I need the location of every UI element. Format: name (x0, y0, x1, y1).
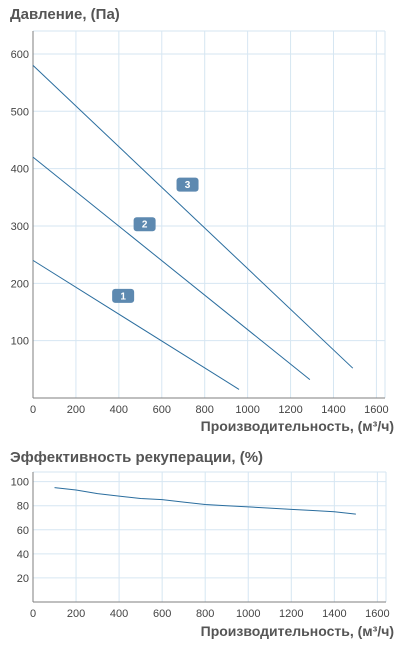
efficiency-x-tick-label: 1400 (322, 608, 346, 620)
efficiency-x-tick-label: 200 (67, 608, 85, 620)
efficiency-y-tick-label: 80 (17, 501, 29, 513)
pressure-y-tick-label: 400 (11, 164, 29, 176)
pressure-x-tick-label: 400 (110, 404, 128, 416)
pressure-x-tick-label: 800 (196, 404, 214, 416)
efficiency-x-tick-label: 800 (196, 608, 214, 620)
pressure-series-line-1 (32, 259, 240, 390)
pressure-series-line-2 (32, 156, 311, 381)
efficiency-y-tick-label: 60 (17, 525, 29, 537)
pressure-x-tick-label: 1600 (364, 404, 388, 416)
efficiency-y-tick-label: 100 (11, 477, 29, 489)
pressure-series-badge-2 (133, 217, 156, 232)
pressure-x-tick-label: 0 (30, 404, 36, 416)
pressure-series-badge-label-2: 2 (142, 220, 148, 231)
efficiency-y-tick-label: 40 (17, 549, 29, 561)
efficiency-x-tick-label: 400 (110, 608, 128, 620)
pressure-y-tick-label: 500 (11, 106, 29, 118)
efficiency-series-line-1 (54, 487, 356, 515)
efficiency-x-tick-label: 600 (153, 608, 171, 620)
pressure-y-tick-label: 100 (11, 336, 29, 348)
pressure-x-tick-label: 1000 (235, 404, 259, 416)
efficiency-x-tick-label: 1000 (236, 608, 260, 620)
pressure-x-tick-label: 600 (153, 404, 171, 416)
efficiency-x-tick-label: 0 (30, 608, 36, 620)
pressure-series-badge-label-3: 3 (185, 180, 191, 191)
chart-1-x-axis-title: Производительность, (м³/ч) (200, 418, 394, 434)
pressure-series-line-3 (32, 65, 354, 369)
pressure-y-tick-label: 300 (11, 221, 29, 233)
efficiency-x-tick-label: 1200 (279, 608, 303, 620)
pressure-y-tick-label: 600 (11, 49, 29, 61)
efficiency-x-tick-label: 1600 (365, 608, 389, 620)
efficiency-y-tick-label: 20 (17, 573, 29, 585)
pressure-series-badge-label-1: 1 (120, 291, 126, 302)
chart-1-title: Давление, (Па) (10, 6, 120, 23)
chart-2-title: Эффективность рекуперации, (%) (10, 449, 264, 466)
pressure-x-tick-label: 1200 (278, 404, 302, 416)
pressure-series-badge-3 (176, 177, 199, 192)
pressure-x-tick-label: 1400 (321, 404, 345, 416)
pressure-y-tick-label: 200 (11, 278, 29, 290)
chart-2-x-axis-title: Производительность, (м³/ч) (200, 623, 394, 639)
pressure-x-tick-label: 200 (67, 404, 85, 416)
pressure-chart: 0 200 400 600 800 1000 1200 1400 160010020030040… (11, 30, 389, 416)
pressure-series-badge-1 (112, 288, 135, 303)
